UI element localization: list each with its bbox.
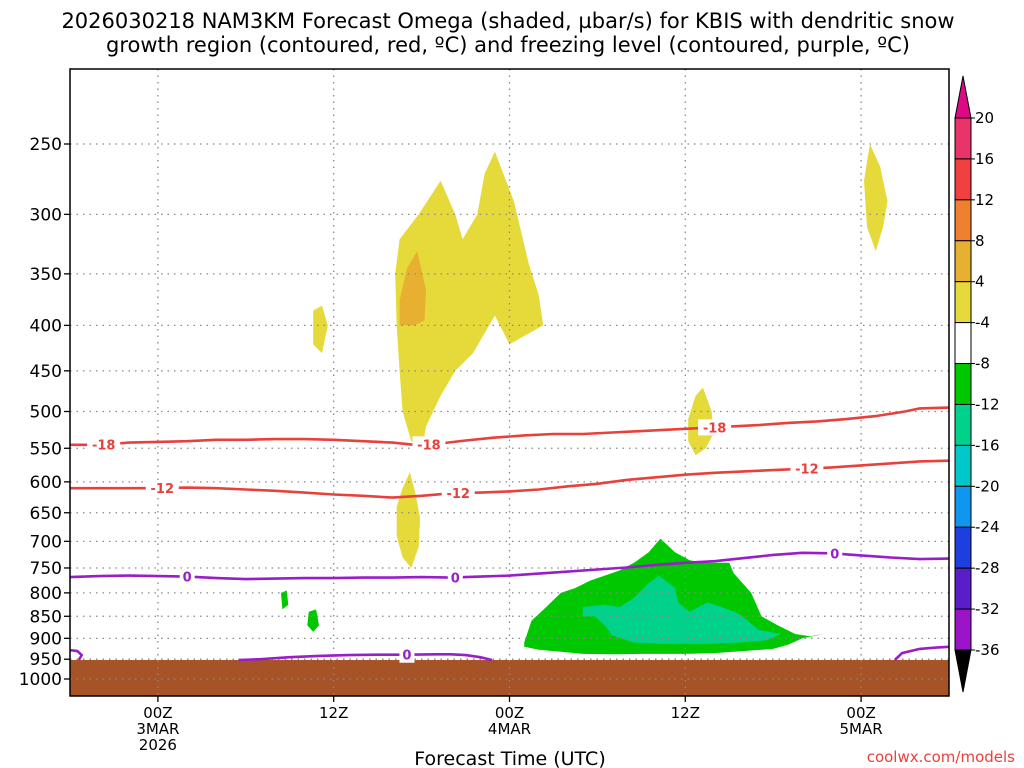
contour-label-3-1: 0 [183, 571, 192, 586]
contour-line-5 [70, 648, 84, 661]
omega-region-8 [307, 609, 319, 632]
colorbar-segment-5 [954, 322, 972, 365]
ground-layer [70, 660, 949, 696]
contour-label-2-2: -12 [446, 487, 470, 502]
contour-label-bg [87, 436, 121, 453]
x-tick-label-54-0: 00Z [846, 704, 875, 722]
contour-label-bg [179, 568, 195, 585]
y-tick-label-400: 400 [30, 316, 62, 336]
omega-region-6 [864, 144, 888, 252]
colorbar-segment-10 [954, 526, 972, 569]
colorbar-label--24: -24 [975, 518, 1000, 536]
y-tick-label-800: 800 [30, 584, 62, 604]
contour-label-bg [412, 436, 446, 453]
y-tick-label-500: 500 [30, 403, 62, 423]
colorbar-bottom-triangle [954, 649, 972, 693]
colorbar-segment-2 [954, 199, 972, 242]
colorbar-label--36: -36 [975, 641, 1000, 659]
y-tick-label-450: 450 [30, 362, 62, 382]
colorbar-segment-4 [954, 281, 972, 324]
colorbar-label-12: 12 [975, 191, 994, 209]
y-tick-label-300: 300 [30, 205, 62, 225]
colorbar-top-triangle [954, 75, 972, 119]
colorbar-segment-8 [954, 444, 972, 487]
colorbar-segment-9 [954, 485, 972, 528]
credit-link[interactable]: coolwx.com/models [867, 748, 1015, 766]
colorbar: 20 16 12 8 4 -4 -8 -12 -16 -20 -24 -28 -32 -36 [954, 75, 1000, 693]
contour-label-bg [790, 460, 824, 477]
x-tick-label-6-1: 3MAR [136, 720, 179, 738]
contour-label-bg [441, 485, 475, 502]
colorbar-segment-3 [954, 240, 972, 283]
y-tick-label-900: 900 [30, 629, 62, 649]
colorbar-segment-0 [954, 117, 972, 160]
contour-label-bg [698, 419, 732, 436]
y-tick-label-850: 850 [30, 607, 62, 627]
y-tick-label-550: 550 [30, 439, 62, 459]
omega-region-2 [399, 251, 426, 326]
colorbar-label--4: -4 [975, 314, 990, 332]
x-tick-label-18-0: 12Z [319, 704, 348, 722]
x-axis-label: Forecast Time (UTC) [414, 748, 605, 768]
contour-label-1-1: -18 [92, 438, 116, 453]
contour-label-bg [447, 569, 463, 586]
y-tick-label-650: 650 [30, 504, 62, 524]
contour-label-3-2: 0 [451, 571, 460, 586]
colorbar-segment-7 [954, 403, 972, 446]
omega-region-1 [395, 151, 544, 452]
colorbar-segment-11 [954, 567, 972, 610]
contour-label-3-3: 0 [830, 548, 839, 563]
omega-region-10 [582, 575, 781, 644]
chart-title-line-1: 2026030218 NAM3KM Forecast Omega (shaded… [61, 9, 954, 33]
y-tick-label-950: 950 [30, 650, 62, 670]
colorbar-label--28: -28 [975, 559, 1000, 577]
y-tick-label-600: 600 [30, 473, 62, 493]
colorbar-label-8: 8 [975, 232, 985, 250]
contour-line-6 [893, 645, 949, 661]
x-tick-label-6-2: 2026 [139, 736, 177, 754]
y-tick-label-1000: 1000 [19, 670, 62, 690]
colorbar-label--8: -8 [975, 355, 990, 373]
grid-lines [70, 69, 949, 696]
contour-label-bg [399, 646, 415, 663]
contour-label-bg [145, 480, 179, 497]
x-tick-label-54-1: 5MAR [840, 720, 883, 738]
omega-region-7 [281, 590, 289, 610]
colorbar-label--16: -16 [975, 436, 1000, 454]
colorbar-label-20: 20 [975, 109, 994, 127]
contour-label-1-3: -18 [703, 421, 727, 436]
x-tick-label-30-1: 4MAR [488, 720, 531, 738]
contour-label-2-1: -12 [151, 482, 175, 497]
colorbar-label--32: -32 [975, 600, 1000, 618]
contour-label-4-1: 0 [402, 649, 411, 664]
ground-fill [70, 660, 949, 696]
x-tick-label-6-0: 00Z [143, 704, 172, 722]
y-tick-label-250: 250 [30, 135, 62, 155]
contour-label-1-2: -18 [417, 438, 441, 453]
omega-shaded-regions [281, 144, 888, 655]
contour-label-2-3: -12 [795, 463, 819, 478]
contour-line-4 [238, 653, 493, 662]
colorbar-label--20: -20 [975, 477, 1000, 495]
colorbar-label--12: -12 [975, 395, 1000, 413]
y-tick-label-350: 350 [30, 265, 62, 285]
y-tick-label-700: 700 [30, 532, 62, 552]
colorbar-label-4: 4 [975, 273, 985, 291]
chart-title-line-2: growth region (contoured, red, ºC) and f… [106, 33, 910, 57]
contour-line-1 [70, 406, 949, 447]
colorbar-segment-12 [954, 608, 972, 651]
colorbar-segment-6 [954, 363, 972, 405]
colorbar-label-16: 16 [975, 150, 994, 168]
colorbar-segment-1 [954, 158, 972, 201]
x-tick-label-30-0: 00Z [495, 704, 524, 722]
contour-lines: -18 -18 -18 -12 -12 -12 0 0 0 0 [70, 406, 949, 664]
y-axis-ticks: 2503003504004505005506006507007508008509… [19, 135, 70, 690]
y-tick-label-750: 750 [30, 559, 62, 579]
contour-line-3 [70, 551, 949, 581]
omega-region-3 [313, 305, 328, 354]
x-tick-label-42-0: 12Z [671, 704, 700, 722]
contour-label-bg [827, 545, 843, 562]
